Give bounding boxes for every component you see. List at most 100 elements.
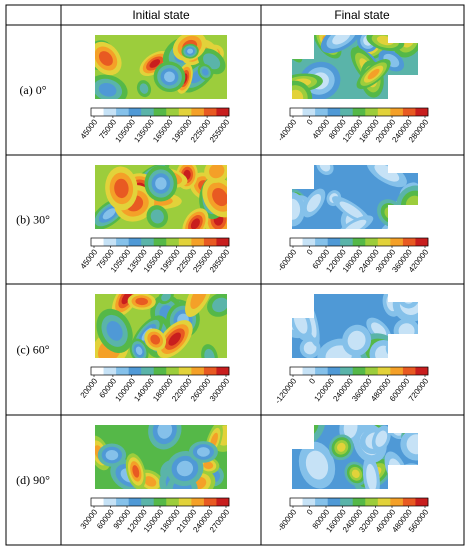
table-frame <box>5 4 465 546</box>
colorbar-segment <box>203 108 217 116</box>
contour-band <box>339 201 364 219</box>
contour-band <box>98 83 117 97</box>
contour-band <box>149 59 161 68</box>
colorbar-segment <box>191 367 205 375</box>
colorbar-segment <box>327 238 341 246</box>
colorbar-segment <box>415 367 429 375</box>
colorbar-segment <box>352 108 366 116</box>
colorbar-segment <box>216 498 230 506</box>
colorbar-segment <box>377 238 391 246</box>
panel-row: (c) 60°200006000010000014000018000022000… <box>16 294 431 405</box>
colorbar-segment <box>166 498 180 506</box>
contour-band <box>347 330 366 351</box>
contour-band <box>332 35 351 45</box>
contour-band <box>121 294 132 305</box>
colorbar-segment <box>402 108 416 116</box>
colorbar-segment <box>302 108 316 116</box>
colorbar-segment <box>203 498 217 506</box>
contour-band <box>190 294 208 309</box>
colorbar-segment <box>365 238 379 246</box>
colorbar-segment <box>390 498 404 506</box>
panel-row: (a) 0°4500075000105000135000165000195000… <box>19 35 431 144</box>
colorbar-segment <box>352 498 366 506</box>
contour-band <box>371 322 387 338</box>
contour-band <box>187 48 194 54</box>
colorbar-segment <box>216 108 230 116</box>
initial-contour-plot <box>95 425 227 489</box>
colorbar-segment <box>402 498 416 506</box>
contour-band <box>98 51 113 66</box>
colorbar-tick-label: 0 <box>305 117 315 126</box>
colorbar-segment <box>216 238 230 246</box>
row-angle-label: (d) 90° <box>16 473 50 487</box>
colorbar-segment <box>116 108 129 116</box>
colorbar-outline <box>90 366 230 376</box>
colorbar-segment <box>390 367 404 375</box>
row-angle-label: (b) 30° <box>16 213 50 227</box>
colorbar-segment <box>340 498 354 506</box>
contour-band <box>366 463 377 489</box>
contour-band <box>114 178 129 199</box>
colorbar-segment <box>327 498 341 506</box>
colorbar-segment <box>415 238 429 246</box>
colorbar-segment <box>91 498 104 506</box>
colorbar-segment <box>178 108 192 116</box>
colorbar-segment <box>141 367 155 375</box>
colorbar-segment <box>103 498 117 506</box>
colorbar-segment <box>116 238 129 246</box>
colorbar-segment <box>178 498 192 506</box>
colorbar-segment <box>352 238 366 246</box>
colorbar-segment <box>390 238 404 246</box>
colorbar-segment <box>203 367 217 375</box>
colorbar-segment <box>191 498 205 506</box>
contour-band <box>106 321 123 341</box>
contour-band <box>161 294 171 302</box>
colorbar-segment <box>340 238 354 246</box>
contour-band <box>406 434 418 455</box>
colorbar-segment <box>352 367 366 375</box>
initial-contour-plot <box>95 294 227 358</box>
colorbar-segment <box>128 238 142 246</box>
colorbar-segment <box>166 367 180 375</box>
colorbar-segment <box>166 108 180 116</box>
contour-band <box>168 332 181 346</box>
colorbar-segment <box>290 108 303 116</box>
colorbar-segment <box>178 367 192 375</box>
contour-band <box>209 165 225 179</box>
contour-band <box>201 68 209 76</box>
colorbar-segment <box>91 238 104 246</box>
colorbar-segment <box>302 238 316 246</box>
contour-band <box>155 177 167 190</box>
colorbar-segment <box>340 108 354 116</box>
colorbar-segment <box>128 108 142 116</box>
colorbar-segment <box>216 367 230 375</box>
colorbar-segment <box>116 498 129 506</box>
contour-band <box>344 219 367 229</box>
contour-band <box>303 341 317 355</box>
colorbar-segment <box>365 498 379 506</box>
colorbar-tick-label: 0 <box>305 507 315 516</box>
colorbar-segment <box>340 367 354 375</box>
contour-band <box>150 209 164 224</box>
contour-band <box>343 425 358 439</box>
colorbar-segment <box>116 367 129 375</box>
colorbar-segment <box>402 238 416 246</box>
colorbar-segment <box>103 108 117 116</box>
row-angle-label: (a) 0° <box>19 83 46 97</box>
colorbar-segment <box>415 108 429 116</box>
contour-band <box>176 460 194 477</box>
panel-rows: (a) 0° 4500075000105000135000165000195000… <box>16 35 431 534</box>
colorbar-segment <box>327 367 341 375</box>
contour-band <box>139 83 149 94</box>
colorbar-segment <box>166 238 180 246</box>
contour-band <box>351 469 360 479</box>
initial-contour-plot <box>95 35 227 99</box>
contour-band <box>375 430 388 447</box>
colorbar-segment <box>365 367 379 375</box>
colorbar-segment <box>327 108 341 116</box>
colorbar-segment <box>91 367 104 375</box>
contour-band <box>336 442 346 452</box>
contour-band <box>190 218 200 229</box>
contour-band <box>135 297 148 306</box>
colorbar-segment <box>377 108 391 116</box>
